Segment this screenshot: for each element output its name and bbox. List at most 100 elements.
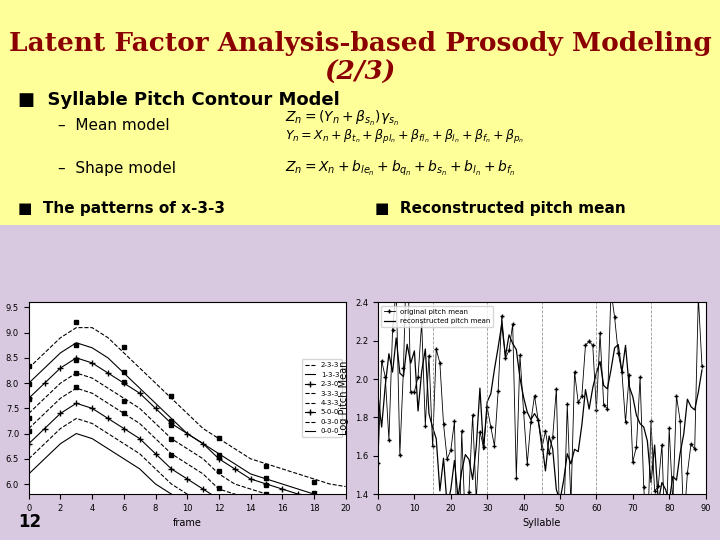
Text: (2/3): (2/3) [324,59,396,84]
3-3-3 [135,405,144,411]
3-3-3 [199,456,207,462]
2-3-0 [262,481,271,487]
5-0-0 [325,529,334,535]
2-3-0 [278,486,287,492]
0-3-0 [167,481,176,487]
0-0-0 [262,531,271,538]
2-3-3 [135,364,144,371]
Text: ■  The patterns of x-3-3: ■ The patterns of x-3-3 [18,200,225,215]
4-3-3 [341,521,350,528]
5-0-0 [278,516,287,523]
2-3-3 [104,334,112,341]
1-3-3 [72,340,81,346]
5-0-0 [120,426,128,432]
2-3-3 [230,446,239,452]
reconstructed pitch mean [374,392,382,399]
5-0-0 [88,405,96,411]
2-3-3 [246,456,255,462]
2-3-0 [325,498,334,505]
0-3-0 [215,506,223,512]
reconstructed pitch mean [418,368,426,375]
0-3-0 [199,496,207,502]
Line: 2-3-0: 2-3-0 [26,355,348,507]
5-0-0 [199,486,207,492]
0-0-0 [120,456,128,462]
5-0-0 [230,501,239,508]
2-3-0 [88,360,96,366]
0-3-0 [40,441,49,447]
3-3-3 [40,395,49,401]
4-3-3 [246,496,255,502]
reconstructed pitch mean [498,321,506,327]
X-axis label: frame: frame [173,518,202,528]
2-3-3 [88,325,96,331]
3-3-3 [183,446,192,452]
5-0-0 [310,526,318,532]
2-3-0 [215,456,223,462]
Text: Latent Factor Analysis-based Prosody Modeling: Latent Factor Analysis-based Prosody Mod… [9,30,711,56]
original pitch mean [402,227,411,233]
1-3-3 [215,450,223,457]
0-3-0 [310,534,318,540]
3-3-3 [246,486,255,492]
1-3-3 [230,461,239,467]
0-3-0 [183,491,192,497]
Text: $Y_n = X_n + \beta_{t_n} + \beta_{pl_n} + \beta_{fl_n} + \beta_{l_n} + \beta_{f_: $Y_n = X_n + \beta_{t_n} + \beta_{pl_n} … [285,128,524,146]
4-3-3 [135,420,144,427]
5-0-0 [341,531,350,538]
5-0-0 [104,415,112,422]
1-3-3 [104,355,112,361]
1-3-3 [262,476,271,482]
reconstructed pitch mean [690,407,699,413]
4-3-3 [262,501,271,508]
2-3-0 [104,370,112,376]
4-3-3 [88,390,96,396]
1-3-3 [88,345,96,351]
0-0-0 [230,521,239,528]
0-0-0 [278,536,287,540]
FancyBboxPatch shape [0,225,720,540]
2-3-3 [120,349,128,356]
0-3-0 [88,420,96,427]
Line: 5-0-0: 5-0-0 [26,401,348,537]
2-3-0 [310,496,318,502]
Text: –  Mean model: – Mean model [58,118,170,132]
0-3-0 [72,415,81,422]
3-3-3 [72,370,81,376]
0-3-0 [246,516,255,523]
4-3-3 [40,410,49,417]
Legend: original pitch mean, reconstructed pitch mean: original pitch mean, reconstructed pitch… [382,306,493,327]
4-3-3 [167,450,176,457]
0-3-0 [341,539,350,540]
4-3-3 [278,506,287,512]
2-3-0 [24,395,33,401]
2-3-0 [199,441,207,447]
1-3-3 [151,400,160,407]
0-0-0 [215,516,223,523]
original pitch mean [690,446,699,453]
3-3-3 [151,420,160,427]
5-0-0 [183,476,192,482]
original pitch mean [657,442,666,448]
1-3-3 [294,486,302,492]
1-3-3 [56,349,65,356]
Line: 1-3-3: 1-3-3 [29,343,346,499]
2-3-3 [24,364,33,371]
2-3-3 [183,410,192,417]
X-axis label: Syllable: Syllable [523,518,561,528]
1-3-3 [310,491,318,497]
Line: 2-3-3: 2-3-3 [29,328,346,487]
2-3-0 [120,380,128,386]
Line: 3-3-3: 3-3-3 [29,373,346,514]
2-3-3 [294,471,302,477]
3-3-3 [325,509,334,515]
original pitch mean [607,287,616,294]
4-3-3 [310,516,318,523]
0-0-0 [40,456,49,462]
4-3-3 [56,395,65,401]
3-3-3 [230,481,239,487]
5-0-0 [262,511,271,517]
original pitch mean [374,460,382,467]
2-3-3 [262,461,271,467]
4-3-3 [151,435,160,442]
